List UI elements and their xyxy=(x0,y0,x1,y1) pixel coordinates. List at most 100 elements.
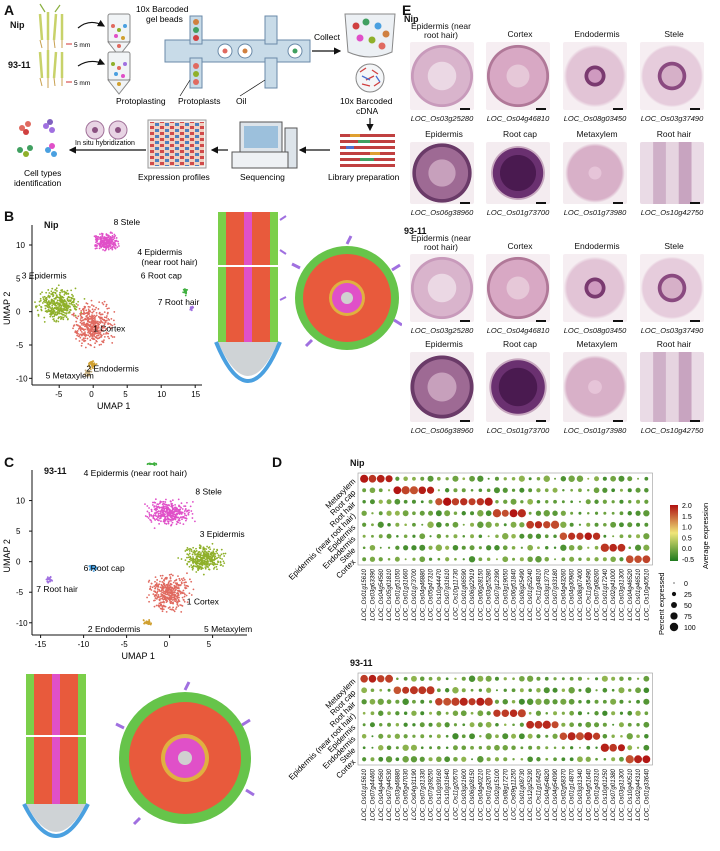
dot xyxy=(544,676,549,681)
dot xyxy=(545,746,549,750)
dot xyxy=(578,557,582,561)
umap-point xyxy=(88,365,91,368)
gene-tick-label: LOC_Os01g43310 xyxy=(594,768,601,820)
umap-point xyxy=(155,593,158,595)
gene-tick-label: LOC_Os02g41000 xyxy=(610,568,617,620)
umap-point xyxy=(83,313,86,315)
umap-point xyxy=(91,304,93,306)
ihc-gene-label: LOC_Os04g46810 xyxy=(486,326,550,335)
umap-point xyxy=(108,235,110,237)
gene-tick-label: LOC_Os11g34810 xyxy=(535,568,542,620)
umap-point xyxy=(181,591,184,594)
dot xyxy=(544,534,549,539)
umap-point xyxy=(89,568,92,570)
umap-point xyxy=(72,301,74,304)
dot xyxy=(637,477,640,480)
dot xyxy=(587,712,590,715)
dot xyxy=(369,722,375,728)
scale-bar xyxy=(613,320,623,322)
umap-point xyxy=(169,592,172,595)
umap-point xyxy=(109,231,112,234)
dot xyxy=(511,700,516,704)
umap-point xyxy=(59,318,62,320)
umap-point xyxy=(88,565,91,567)
umap-point xyxy=(168,580,171,583)
umap-point xyxy=(111,248,114,251)
step-insitu: In situ hybridization xyxy=(75,140,135,147)
dot xyxy=(443,697,452,706)
dot xyxy=(592,732,601,740)
umap-point xyxy=(111,234,114,237)
umap-point xyxy=(92,360,95,363)
umap-point xyxy=(151,504,154,506)
dot xyxy=(536,688,541,693)
umap-point xyxy=(103,300,106,303)
umap-point xyxy=(69,308,72,311)
ihc-section-image xyxy=(563,42,627,110)
dot xyxy=(576,475,584,482)
umap-point xyxy=(71,293,73,296)
umap-point xyxy=(201,550,204,553)
gene-tick-label: LOC_Os04g43260 xyxy=(560,568,567,620)
umap-point xyxy=(94,244,97,246)
umap-point xyxy=(73,303,76,306)
dot xyxy=(394,556,400,562)
umap-point xyxy=(104,243,107,246)
umap-point xyxy=(49,313,52,316)
umap-point xyxy=(190,594,193,596)
dot xyxy=(468,675,476,682)
umap-point xyxy=(94,336,97,338)
umap-point xyxy=(60,299,63,302)
umap-point xyxy=(105,233,108,235)
dot xyxy=(587,489,590,492)
dot xyxy=(568,544,575,551)
dot xyxy=(469,733,475,740)
umap-point xyxy=(189,555,192,558)
umap-point xyxy=(176,586,179,589)
panel-letter-a: A xyxy=(4,2,15,18)
umap-point xyxy=(204,567,207,570)
gene-tick-label: LOC_Os04g54820 xyxy=(544,768,551,820)
gene-tick-label: LOC_Os04g46520 xyxy=(627,568,634,620)
dot xyxy=(387,722,391,727)
dot xyxy=(512,677,515,681)
dot xyxy=(627,476,633,482)
umap-point xyxy=(41,291,43,294)
dot xyxy=(528,711,532,715)
step-library: Library preparation xyxy=(328,172,400,182)
umap-point xyxy=(167,589,169,592)
umap-point xyxy=(183,595,186,598)
dot xyxy=(396,534,399,538)
umap-point xyxy=(72,325,75,327)
umap-point xyxy=(181,518,183,521)
axis-text: 0 xyxy=(16,558,21,567)
dot xyxy=(610,698,617,705)
umap-point xyxy=(191,553,194,556)
ihc-gene-label: LOC_Os08g03450 xyxy=(563,326,627,335)
umap-point xyxy=(47,289,50,291)
umap-point xyxy=(183,505,186,508)
umap-point xyxy=(112,243,115,246)
dot xyxy=(619,676,624,681)
umap-point xyxy=(149,587,152,590)
umap-point xyxy=(195,571,198,573)
scale-bar xyxy=(460,320,470,322)
dot xyxy=(478,746,483,750)
umap-point xyxy=(161,501,163,503)
gene-tick-label: LOC_Os01g15610 xyxy=(361,568,368,620)
umap-point xyxy=(95,340,98,343)
dot xyxy=(535,533,542,539)
umap-point xyxy=(161,509,163,512)
dot xyxy=(511,545,516,550)
umap-point xyxy=(186,509,189,512)
umap-point xyxy=(186,549,189,551)
umap-point xyxy=(54,302,57,305)
gene-tick-label: LOC_Os04g51640 xyxy=(585,768,592,820)
umap-point xyxy=(215,565,218,568)
umap-point xyxy=(88,306,91,308)
dot xyxy=(429,734,433,738)
dot xyxy=(453,723,458,727)
umap-point xyxy=(73,314,75,317)
dotplot-title-nip: Nip xyxy=(350,458,365,468)
umap-point xyxy=(150,589,153,591)
